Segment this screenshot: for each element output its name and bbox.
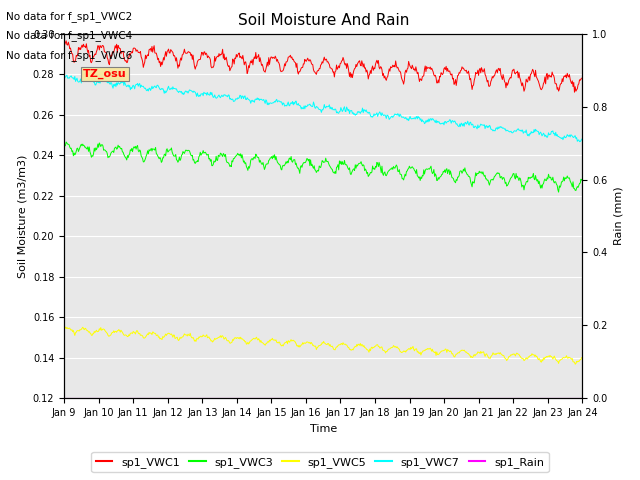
Text: No data for f_sp1_VWC6: No data for f_sp1_VWC6 [6,49,132,60]
Text: No data for f_sp1_VWC2: No data for f_sp1_VWC2 [6,11,132,22]
Y-axis label: Rain (mm): Rain (mm) [613,187,623,245]
Y-axis label: Soil Moisture (m3/m3): Soil Moisture (m3/m3) [17,154,27,278]
Text: No data for f_sp1_VWC4: No data for f_sp1_VWC4 [6,30,132,41]
Title: Soil Moisture And Rain: Soil Moisture And Rain [237,13,409,28]
Legend: sp1_VWC1, sp1_VWC3, sp1_VWC5, sp1_VWC7, sp1_Rain: sp1_VWC1, sp1_VWC3, sp1_VWC5, sp1_VWC7, … [92,452,548,472]
X-axis label: Time: Time [310,424,337,433]
Text: TZ_osu: TZ_osu [83,69,127,79]
